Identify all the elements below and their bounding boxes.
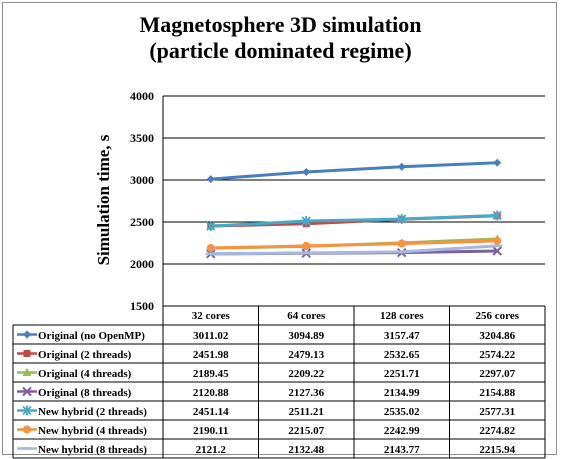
legend-series-label: Original (no OpenMP) <box>38 330 145 342</box>
y-tick-label: 2000 <box>130 257 154 271</box>
table-cell-value: 2297.07 <box>479 368 515 380</box>
chart-frame <box>2 2 557 455</box>
y-tick-label: 3500 <box>130 131 154 145</box>
x-category-label: 256 cores <box>476 310 520 322</box>
table-cell-value: 2190.11 <box>193 425 228 437</box>
legend-key-marker <box>23 330 31 339</box>
table-cell-value: 2215.07 <box>288 425 324 437</box>
legend-series-label: Original (2 threads) <box>38 349 132 361</box>
data-point <box>206 244 215 253</box>
table-cell-value: 3094.89 <box>288 330 324 342</box>
series-line-5 <box>210 214 498 228</box>
series-line-7 <box>210 244 498 256</box>
legend-key-marker <box>23 425 31 434</box>
y-tick-label: 1500 <box>130 299 154 313</box>
data-point <box>397 162 406 171</box>
data-point <box>302 168 311 177</box>
chart-title-line-1: Magnetosphere 3D simulation <box>139 12 422 37</box>
table-cell-value: 2251.71 <box>384 368 420 380</box>
y-tick-label: 4000 <box>130 89 154 103</box>
table-cell-value: 2574.22 <box>479 349 515 361</box>
legend-key-marker <box>22 368 32 376</box>
data-point <box>206 221 216 232</box>
data-point <box>397 239 406 248</box>
data-point <box>397 214 407 225</box>
legend-series-label: Original (4 threads) <box>38 368 132 380</box>
legend-series-label: New hybrid (2 threads) <box>38 406 147 418</box>
table-cell-value: 2132.48 <box>288 444 324 456</box>
table-cell-value: 2154.88 <box>479 387 515 399</box>
legend-series-label: Original (8 threads) <box>38 387 132 399</box>
table-cell-value: 2535.02 <box>384 406 420 418</box>
table-cell-value: 2121.2 <box>196 444 227 456</box>
table-cell-value: 3157.47 <box>384 330 420 342</box>
table-cell-value: 2134.99 <box>384 387 420 399</box>
table-cell-value: 2451.98 <box>193 349 229 361</box>
table-cell-value: 2143.77 <box>384 444 420 456</box>
table-cell-value: 2479.13 <box>288 349 324 361</box>
table-cell-value: 2120.88 <box>193 387 229 399</box>
x-category-label: 64 cores <box>287 310 326 322</box>
table-cell-value: 2451.14 <box>193 406 229 418</box>
table-cell-value: 2209.22 <box>288 368 324 380</box>
y-tick-label: 3000 <box>130 173 154 187</box>
chart-title-line-2: (particle dominated regime) <box>149 38 412 63</box>
series-line-1 <box>210 161 498 181</box>
legend-key-marker <box>23 350 31 357</box>
legend-key-marker <box>22 386 32 397</box>
table-cell-value: 2215.94 <box>479 444 515 456</box>
data-point <box>301 216 311 227</box>
table-cell-value: 2511.21 <box>289 406 324 418</box>
data-point <box>206 175 215 184</box>
table-cell-value: 2189.45 <box>193 368 229 380</box>
legend-series-label: New hybrid (8 threads) <box>38 444 147 456</box>
table-cell-value: 2242.99 <box>384 425 420 437</box>
data-point <box>492 246 502 256</box>
table-cell-value: 3204.86 <box>479 330 515 342</box>
data-point <box>493 236 502 245</box>
x-category-label: 32 cores <box>192 310 231 322</box>
table-cell-value: 2577.31 <box>479 406 515 418</box>
data-point <box>493 158 502 167</box>
data-point <box>492 210 502 221</box>
y-tick-label: 2500 <box>130 215 154 229</box>
x-category-label: 128 cores <box>380 310 424 322</box>
table-cell-value: 2127.36 <box>288 387 324 399</box>
table-cell-value: 3011.02 <box>193 330 229 342</box>
legend-key-marker <box>22 405 32 416</box>
legend-series-label: New hybrid (4 threads) <box>38 425 147 437</box>
data-point <box>302 241 311 250</box>
series-line-6 <box>210 239 498 250</box>
table-cell-value: 2274.82 <box>479 425 515 437</box>
table-cell-value: 2532.65 <box>384 349 420 361</box>
